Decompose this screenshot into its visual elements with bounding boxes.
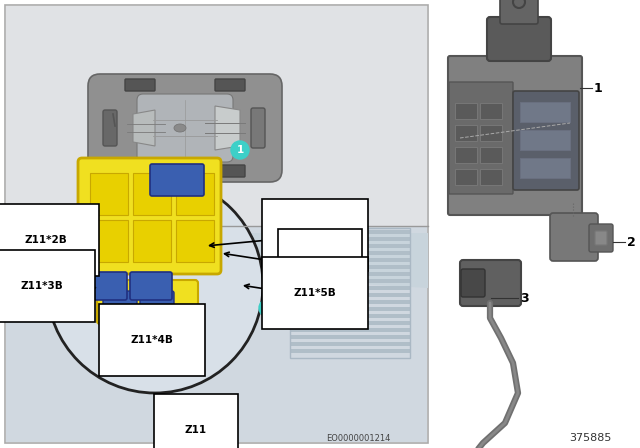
Text: 2: 2: [627, 236, 636, 249]
FancyBboxPatch shape: [85, 272, 127, 300]
Bar: [176, 173, 214, 215]
FancyBboxPatch shape: [550, 213, 598, 261]
FancyBboxPatch shape: [150, 164, 204, 196]
Bar: [290, 244, 410, 248]
Text: Z11: Z11: [309, 260, 331, 270]
Bar: [455, 125, 477, 141]
Text: 375885: 375885: [569, 433, 611, 443]
Bar: [290, 286, 410, 290]
Text: Z11*4B: Z11*4B: [131, 335, 173, 345]
Bar: [6, 6, 427, 226]
Bar: [290, 349, 410, 353]
FancyBboxPatch shape: [130, 272, 172, 300]
Bar: [480, 103, 502, 119]
Bar: [290, 300, 410, 304]
Circle shape: [70, 239, 80, 249]
Text: EO0000001214: EO0000001214: [326, 434, 390, 443]
Text: Z11*1B: Z11*1B: [294, 230, 337, 240]
Bar: [520, 158, 570, 178]
Bar: [455, 147, 477, 163]
Bar: [90, 220, 128, 262]
Circle shape: [47, 177, 263, 393]
FancyBboxPatch shape: [448, 56, 582, 215]
FancyBboxPatch shape: [589, 224, 613, 252]
Text: 1: 1: [264, 303, 271, 313]
Bar: [520, 130, 570, 150]
Bar: [290, 251, 410, 255]
Bar: [290, 258, 410, 262]
FancyBboxPatch shape: [4, 231, 43, 305]
Bar: [5, 5, 428, 443]
FancyBboxPatch shape: [449, 82, 513, 194]
FancyBboxPatch shape: [125, 165, 155, 177]
Bar: [290, 272, 410, 276]
Polygon shape: [215, 106, 240, 150]
FancyBboxPatch shape: [64, 231, 86, 257]
Bar: [290, 328, 410, 332]
Polygon shape: [133, 110, 155, 146]
Circle shape: [259, 299, 277, 317]
FancyBboxPatch shape: [460, 260, 521, 306]
FancyBboxPatch shape: [97, 280, 198, 324]
Bar: [455, 169, 477, 185]
Polygon shape: [6, 233, 428, 288]
Bar: [176, 220, 214, 262]
Text: Z11*2B: Z11*2B: [24, 235, 67, 245]
FancyBboxPatch shape: [103, 110, 117, 146]
Bar: [133, 220, 171, 262]
FancyBboxPatch shape: [215, 165, 245, 177]
Bar: [290, 342, 410, 346]
Bar: [480, 147, 502, 163]
FancyBboxPatch shape: [487, 17, 551, 61]
Bar: [290, 228, 410, 358]
FancyBboxPatch shape: [125, 79, 155, 91]
Bar: [6, 227, 427, 442]
FancyBboxPatch shape: [78, 158, 221, 274]
Bar: [290, 335, 410, 339]
FancyBboxPatch shape: [513, 91, 579, 190]
Bar: [290, 279, 410, 283]
Bar: [455, 103, 477, 119]
FancyBboxPatch shape: [461, 269, 485, 297]
FancyBboxPatch shape: [88, 74, 282, 182]
Bar: [290, 314, 410, 318]
Text: 1: 1: [236, 145, 244, 155]
FancyBboxPatch shape: [500, 0, 538, 24]
Circle shape: [231, 141, 249, 159]
Bar: [290, 321, 410, 325]
Bar: [290, 230, 410, 234]
Ellipse shape: [174, 124, 186, 132]
FancyBboxPatch shape: [215, 79, 245, 91]
Bar: [520, 102, 570, 122]
FancyBboxPatch shape: [595, 231, 607, 245]
Text: Z11*3B: Z11*3B: [20, 281, 63, 291]
Text: 3: 3: [520, 292, 529, 305]
FancyBboxPatch shape: [103, 291, 137, 315]
FancyBboxPatch shape: [140, 291, 174, 315]
Bar: [133, 173, 171, 215]
Bar: [290, 293, 410, 297]
FancyBboxPatch shape: [137, 94, 233, 162]
Text: Z11: Z11: [185, 425, 207, 435]
Bar: [480, 125, 502, 141]
Bar: [290, 307, 410, 311]
FancyBboxPatch shape: [251, 108, 265, 148]
Bar: [290, 237, 410, 241]
Text: 1: 1: [594, 82, 603, 95]
Bar: [90, 173, 128, 215]
Text: Z11*5B: Z11*5B: [294, 288, 337, 298]
Bar: [290, 265, 410, 269]
Bar: [480, 169, 502, 185]
